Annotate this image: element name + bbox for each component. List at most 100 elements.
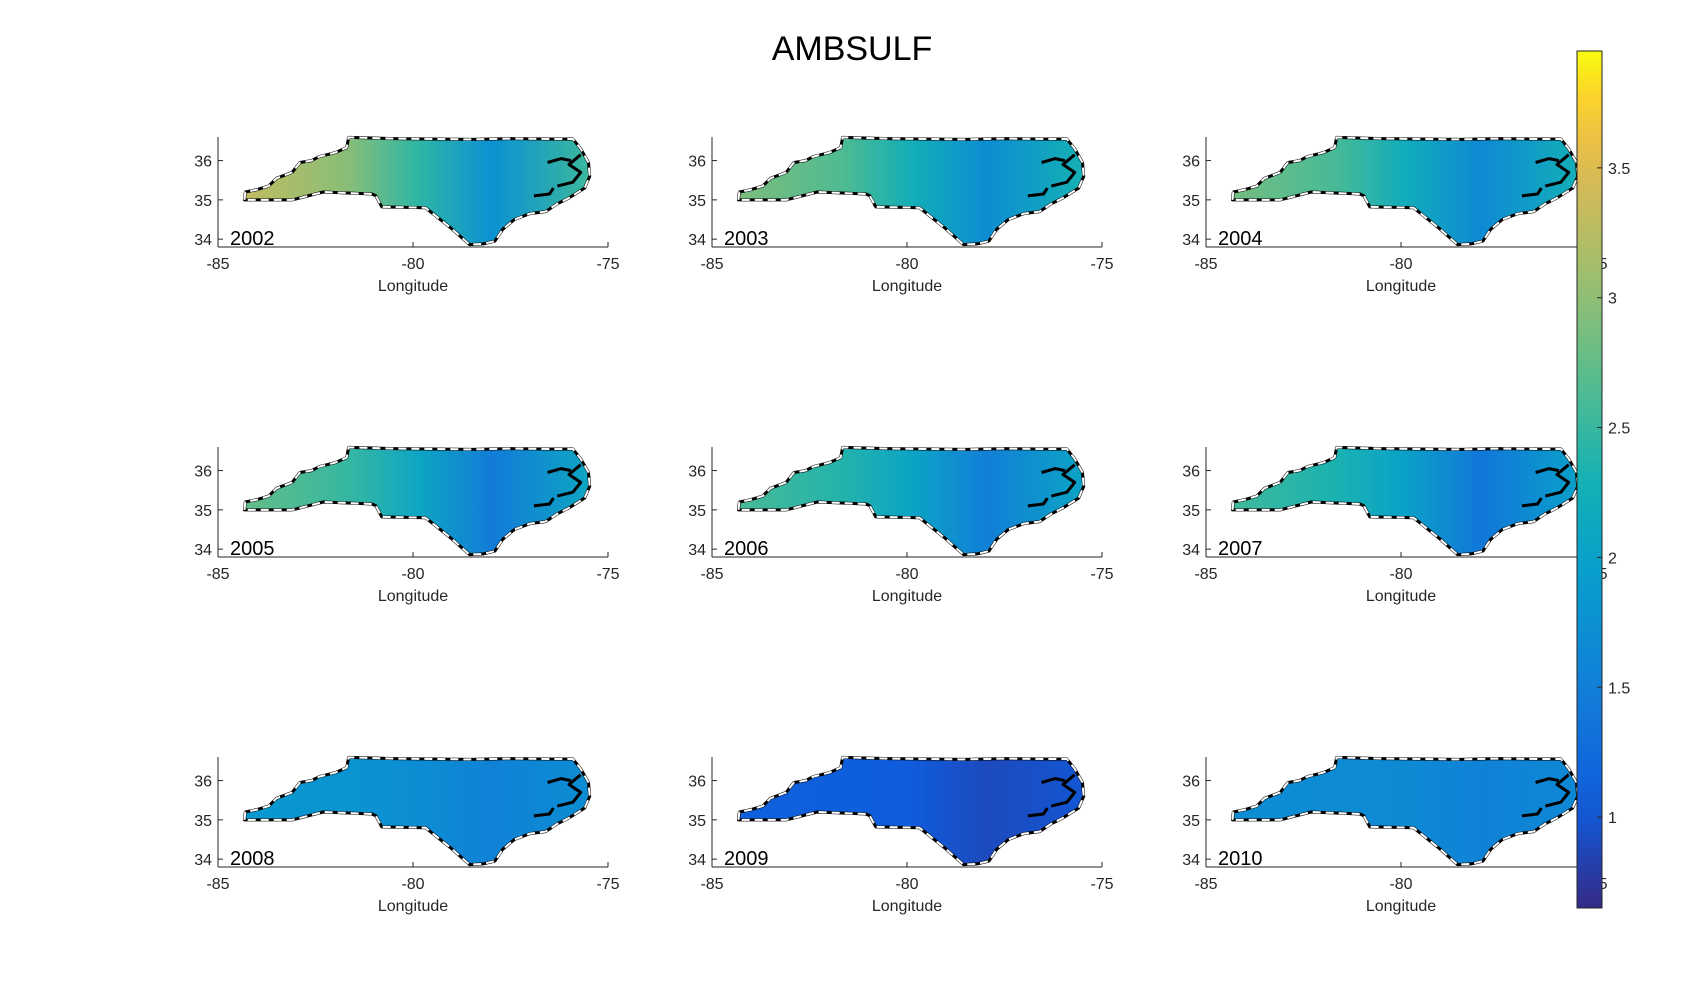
x-tick-label: -80 <box>401 256 424 273</box>
coast-line <box>1535 467 1560 474</box>
x-axis-label: Longitude <box>872 278 942 295</box>
coast-line <box>1544 153 1571 188</box>
x-axis-label: Longitude <box>378 278 448 295</box>
y-tick-label: 34 <box>688 852 706 869</box>
x-tick-label: -80 <box>1389 256 1412 273</box>
x-tick-label: -85 <box>700 256 723 273</box>
coast-line <box>1041 467 1066 474</box>
map-panel-2003: 34 35 36 -85 -80 -75 Longitude 2003 <box>688 135 1114 295</box>
x-axis-label: Longitude <box>872 898 942 915</box>
coast-line <box>1521 807 1543 818</box>
panel-year-label: 2005 <box>230 538 275 560</box>
coast-line <box>1521 497 1543 508</box>
y-tick-label: 36 <box>1182 464 1200 481</box>
colorbar: 1 1.5 2 2.5 3 3.5 <box>1576 50 1630 909</box>
colorbar-scale <box>1576 50 1603 909</box>
y-tick-label: 34 <box>1182 232 1200 249</box>
panel-year-label: 2010 <box>1218 848 1263 870</box>
x-tick-label: -75 <box>596 566 619 583</box>
map-panel-2006: 34 35 36 -85 -80 -75 Longitude 2006 <box>688 445 1114 605</box>
y-tick-label: 35 <box>688 503 706 520</box>
coast-line <box>1050 463 1077 498</box>
data-boundary <box>243 756 591 866</box>
x-tick-label: -80 <box>895 566 918 583</box>
concentration-field <box>738 137 1084 245</box>
y-tick-label: 35 <box>1182 503 1200 520</box>
coast-line <box>556 153 583 188</box>
x-tick-label: -80 <box>1389 566 1412 583</box>
y-tick-label: 36 <box>194 154 212 171</box>
data-boundary <box>737 756 1085 866</box>
y-tick-label: 34 <box>194 542 212 559</box>
panel-year-label: 2003 <box>724 228 769 250</box>
x-tick-label: -80 <box>401 876 424 893</box>
coast-line <box>1544 463 1571 498</box>
x-tick-label: -75 <box>1090 566 1113 583</box>
y-tick-label: 34 <box>688 542 706 559</box>
y-tick-label: 35 <box>1182 193 1200 210</box>
coast-line <box>1544 773 1571 808</box>
concentration-field <box>1232 137 1578 245</box>
coast-line <box>1027 187 1049 198</box>
y-tick-label: 35 <box>1182 813 1200 830</box>
y-tick-label: 36 <box>194 774 212 791</box>
coast-line <box>556 773 583 808</box>
y-tick-label: 34 <box>688 232 706 249</box>
coast-line <box>556 463 583 498</box>
coast-line <box>1041 777 1066 784</box>
y-tick-label: 36 <box>688 464 706 481</box>
y-tick-label: 36 <box>1182 154 1200 171</box>
x-tick-label: -85 <box>206 566 229 583</box>
x-tick-label: -75 <box>596 256 619 273</box>
concentration-field <box>244 447 590 555</box>
x-axis-label: Longitude <box>872 588 942 605</box>
data-boundary <box>737 446 1085 556</box>
x-axis-label: Longitude <box>1366 588 1436 605</box>
colorbar-tick-label: 3 <box>1608 291 1617 308</box>
y-tick-label: 36 <box>1182 774 1200 791</box>
concentration-field <box>244 757 590 865</box>
panel-year-label: 2008 <box>230 848 275 870</box>
map-panel-2005: 34 35 36 -85 -80 -75 Longitude 2005 <box>194 445 620 605</box>
coast-line <box>1535 777 1560 784</box>
x-axis-label: Longitude <box>378 588 448 605</box>
colorbar-tick-label: 3.5 <box>1608 161 1630 178</box>
x-axis-label: Longitude <box>378 898 448 915</box>
x-tick-label: -85 <box>700 566 723 583</box>
x-tick-label: -80 <box>895 876 918 893</box>
data-boundary <box>737 136 1085 246</box>
coast-line <box>1050 773 1077 808</box>
coast-line <box>547 777 572 784</box>
coast-line <box>533 497 555 508</box>
x-axis-label: Longitude <box>1366 898 1436 915</box>
y-tick-label: 34 <box>1182 542 1200 559</box>
y-tick-label: 36 <box>688 154 706 171</box>
concentration-field <box>738 447 1084 555</box>
x-tick-label: -85 <box>700 876 723 893</box>
y-tick-label: 36 <box>688 774 706 791</box>
x-tick-label: -75 <box>596 876 619 893</box>
x-tick-label: -85 <box>206 256 229 273</box>
y-tick-label: 35 <box>688 193 706 210</box>
concentration-field <box>738 757 1084 865</box>
panel-year-label: 2007 <box>1218 538 1263 560</box>
coast-line <box>1535 157 1560 164</box>
x-tick-label: -85 <box>1194 876 1217 893</box>
panel-year-label: 2002 <box>230 228 275 250</box>
y-tick-label: 34 <box>1182 852 1200 869</box>
colorbar-tick-label: 1 <box>1608 810 1617 827</box>
data-boundary <box>243 446 591 556</box>
chart-title: AMBSULF <box>772 30 933 68</box>
y-tick-label: 35 <box>194 193 212 210</box>
map-panel-2009: 34 35 36 -85 -80 -75 Longitude 2009 <box>688 755 1114 915</box>
panels: 34 35 36 -85 -80 -75 Longitude 2002 34 35 36 -85 -80… <box>194 135 1608 915</box>
x-tick-label: -80 <box>401 566 424 583</box>
coast-line <box>533 187 555 198</box>
concentration-field <box>244 137 590 245</box>
y-tick-label: 35 <box>688 813 706 830</box>
y-tick-label: 35 <box>194 813 212 830</box>
